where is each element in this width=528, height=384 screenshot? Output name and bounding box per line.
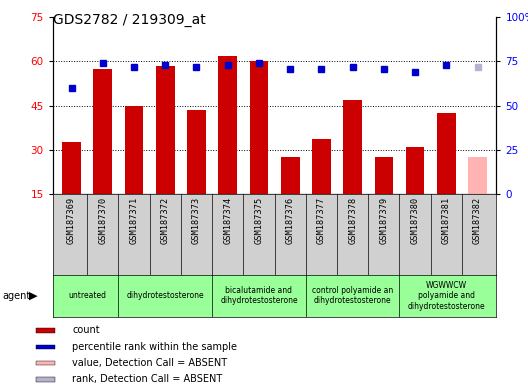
- Bar: [312, 139, 331, 194]
- Bar: [62, 142, 81, 194]
- Text: dihydrotestosterone: dihydrotestosterone: [126, 291, 204, 300]
- Bar: [250, 61, 268, 194]
- Text: percentile rank within the sample: percentile rank within the sample: [72, 342, 237, 352]
- Text: GSM187370: GSM187370: [98, 196, 107, 243]
- Text: GSM187369: GSM187369: [67, 196, 76, 243]
- Bar: [281, 157, 299, 194]
- Bar: [93, 69, 112, 194]
- Bar: [36, 377, 55, 382]
- Bar: [374, 157, 393, 194]
- Text: GSM187377: GSM187377: [317, 196, 326, 243]
- Text: GDS2782 / 219309_at: GDS2782 / 219309_at: [53, 13, 205, 27]
- Text: GSM187378: GSM187378: [348, 196, 357, 243]
- Text: agent: agent: [3, 291, 31, 301]
- Text: bicalutamide and
dihydrotestosterone: bicalutamide and dihydrotestosterone: [220, 286, 298, 305]
- Text: GSM187381: GSM187381: [442, 196, 451, 243]
- Text: GSM187382: GSM187382: [473, 196, 482, 243]
- Text: GSM187374: GSM187374: [223, 196, 232, 243]
- Bar: [406, 147, 425, 194]
- Text: WGWWCW
polyamide and
dihydrotestosterone: WGWWCW polyamide and dihydrotestosterone: [408, 281, 485, 311]
- Bar: [156, 66, 175, 194]
- Text: rank, Detection Call = ABSENT: rank, Detection Call = ABSENT: [72, 374, 222, 384]
- Bar: [219, 56, 237, 194]
- Text: count: count: [72, 326, 100, 336]
- Text: GSM187373: GSM187373: [192, 196, 201, 243]
- Bar: [36, 328, 55, 333]
- Text: untreated: untreated: [68, 291, 106, 300]
- Text: GSM187379: GSM187379: [380, 196, 389, 243]
- Text: GSM187371: GSM187371: [129, 196, 138, 243]
- Text: GSM187380: GSM187380: [411, 196, 420, 243]
- Text: GSM187375: GSM187375: [254, 196, 263, 243]
- Text: control polyamide an
dihydrotestosterone: control polyamide an dihydrotestosterone: [312, 286, 393, 305]
- Bar: [437, 113, 456, 194]
- Bar: [187, 110, 206, 194]
- Bar: [125, 106, 144, 194]
- Bar: [36, 344, 55, 349]
- Bar: [343, 100, 362, 194]
- Text: value, Detection Call = ABSENT: value, Detection Call = ABSENT: [72, 358, 227, 368]
- Text: GSM187372: GSM187372: [161, 196, 169, 243]
- Text: GSM187376: GSM187376: [286, 196, 295, 243]
- Text: ▶: ▶: [29, 291, 37, 301]
- Bar: [468, 157, 487, 194]
- Bar: [36, 361, 55, 366]
